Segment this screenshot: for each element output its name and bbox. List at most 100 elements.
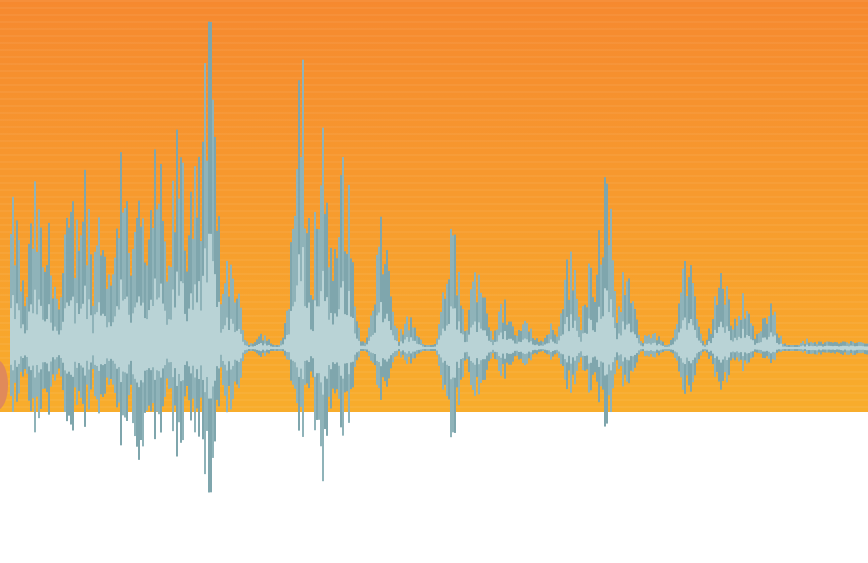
- waveform-sample-core: [804, 346, 806, 350]
- waveform-sample-core: [170, 319, 172, 363]
- waveform-sample-core: [790, 346, 792, 350]
- waveform-sample-core: [210, 233, 212, 399]
- waveform-sample-core: [506, 339, 508, 354]
- waveform-sample-core: [624, 329, 626, 358]
- waveform-sample-core: [436, 344, 438, 351]
- waveform-sample-core: [428, 346, 430, 350]
- waveform-sample-core: [764, 337, 766, 352]
- waveform-sample-core: [478, 322, 480, 365]
- waveform-sample-core: [82, 303, 84, 368]
- waveform-sample-core: [222, 329, 224, 361]
- waveform-sample-core: [302, 247, 304, 380]
- waveform-sample-core: [706, 345, 708, 350]
- waveform-sample-core: [164, 310, 166, 366]
- waveform-sample-core: [744, 337, 746, 353]
- waveform-sample-core: [840, 346, 842, 351]
- waveform-sample-core: [268, 344, 270, 350]
- partial-object-at-left-edge: [0, 360, 8, 410]
- waveform-sample-core: [306, 307, 308, 361]
- waveform-sample-core: [592, 330, 594, 358]
- waveform-sample-core: [522, 339, 524, 354]
- waveform-sample-core: [628, 323, 630, 361]
- waveform-sample-core: [558, 340, 560, 352]
- waveform-sample-core: [718, 326, 720, 360]
- waveform-sample-core: [312, 331, 314, 359]
- waveform-sample-core: [202, 275, 204, 380]
- waveform-sample-core: [18, 310, 20, 364]
- waveform-sample-core: [260, 343, 262, 352]
- waveform-sample-core: [488, 340, 490, 353]
- waveform-sample-core: [92, 333, 94, 356]
- waveform-sample-core: [806, 344, 808, 351]
- waveform-sample-core: [574, 320, 576, 361]
- waveform-sample-core: [554, 343, 556, 351]
- waveform-sample-core: [798, 346, 800, 350]
- waveform-sample-core: [248, 346, 250, 350]
- waveform-sample-core: [424, 346, 426, 350]
- waveform-sample-core: [616, 339, 618, 353]
- waveform-sample-core: [166, 324, 168, 359]
- waveform-sample-core: [810, 345, 812, 351]
- waveform-sample-core: [294, 301, 296, 363]
- waveform-sample-core: [160, 283, 162, 378]
- waveform-sample-core: [856, 346, 858, 350]
- waveform-sample-core: [576, 330, 578, 356]
- white-lower-background: [0, 412, 868, 563]
- waveform-sample-core: [380, 302, 382, 367]
- waveform-sample-core: [410, 337, 412, 354]
- waveform-sample-core: [640, 345, 642, 350]
- waveform-sample-core: [848, 346, 850, 351]
- waveform-sample-core: [692, 325, 694, 360]
- waveform-sample-core: [154, 278, 156, 380]
- waveform-sample-core: [390, 329, 392, 356]
- waveform-sample-core: [580, 341, 582, 352]
- waveform-sample-core: [766, 339, 768, 351]
- waveform-sample-core: [588, 318, 590, 364]
- waveform-sample-core: [94, 314, 96, 365]
- waveform-sample-core: [754, 344, 756, 350]
- waveform-sample-core: [272, 346, 274, 350]
- waveform-sample-core: [300, 281, 302, 369]
- waveform-sample-core: [502, 339, 504, 354]
- waveform-sample-core: [842, 345, 844, 351]
- waveform-sample-core: [604, 288, 606, 376]
- waveform-sample-core: [844, 345, 846, 350]
- waveform-sample-core: [752, 340, 754, 352]
- waveform-sample-core: [262, 345, 264, 350]
- waveform-sample-core: [464, 342, 466, 353]
- waveform-sample-core: [74, 323, 76, 362]
- waveform-sample-core: [298, 254, 300, 377]
- waveform-sample-core: [340, 287, 342, 376]
- waveform-sample-core: [46, 318, 48, 364]
- waveform-sample-core: [358, 340, 360, 352]
- waveform-sample-core: [416, 343, 418, 351]
- waveform-sample-core: [204, 248, 206, 393]
- waveform-sample-core: [730, 340, 732, 353]
- waveform-sample-core: [494, 341, 496, 352]
- waveform-sample-core: [400, 341, 402, 352]
- waveform-sample-core: [680, 328, 682, 359]
- waveform-sample-core: [120, 279, 122, 383]
- waveform-sample-core: [200, 310, 202, 366]
- waveform-sample-core: [568, 331, 570, 356]
- waveform-sample-core: [130, 322, 132, 361]
- waveform-sample-core: [290, 310, 292, 360]
- waveform-sample-core: [784, 346, 786, 350]
- waveform-sample-core: [426, 346, 428, 350]
- waveform-sample-core: [566, 317, 568, 363]
- waveform-sample-core: [396, 341, 398, 351]
- waveform-sample-core: [482, 330, 484, 360]
- waveform-sample-core: [48, 304, 50, 372]
- waveform-sample-core: [796, 346, 798, 350]
- waveform-sample-core: [152, 305, 154, 368]
- waveform-sample-core: [444, 330, 446, 361]
- waveform-sample-core: [594, 331, 596, 357]
- waveform-sample-core: [334, 313, 336, 364]
- waveform-sample-core: [500, 332, 502, 358]
- waveform-sample-core: [314, 300, 316, 377]
- waveform-sample-core: [486, 335, 488, 356]
- waveform-sample-core: [304, 306, 306, 361]
- waveform-sample-core: [374, 332, 376, 355]
- waveform-sample-core: [448, 323, 450, 367]
- waveform-sample-core: [642, 346, 644, 350]
